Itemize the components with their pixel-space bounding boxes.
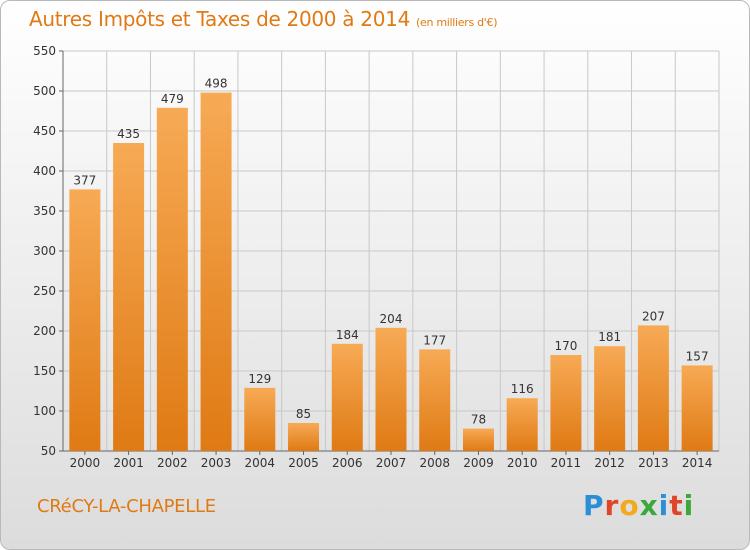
data-labels: 377 435 479 498 129 85 184 204 177 78 116 170 181 207… [73,77,708,427]
logo-letter: o [619,489,640,522]
data-label: 184 [336,328,359,342]
bar [462,428,494,451]
title-text: Autres Impôts et Taxes de 2000 à 2014 [29,7,410,31]
y-tick-label: 500 [33,84,56,98]
data-label: 435 [117,127,140,141]
data-label: 157 [686,349,709,363]
data-label: 85 [296,407,311,421]
data-label: 479 [161,92,184,106]
bar [156,107,188,452]
bar [550,355,582,451]
x-tick-label: 2009 [463,456,494,470]
data-label: 498 [205,77,228,91]
x-tick-label: 2003 [201,456,232,470]
bar [244,387,276,451]
chart-title: Autres Impôts et Taxes de 2000 à 2014 (en… [29,7,497,31]
commune-name: CRéCY-LA-CHAPELLE [37,496,216,517]
y-tick-label: 350 [33,204,56,218]
logo-letter: t [669,489,684,522]
x-tick-label: 2012 [594,456,625,470]
y-tick-label: 150 [33,364,56,378]
x-tick-label: 2005 [288,456,319,470]
bar [69,189,101,451]
y-tick-label: 250 [33,284,56,298]
y-tick-label: 100 [33,404,56,418]
x-tick-label: 2013 [638,456,669,470]
data-label: 177 [423,333,446,347]
data-label: 377 [73,173,96,187]
x-tick-label: 2004 [245,456,276,470]
y-tick-label: 400 [33,164,56,178]
bar [200,92,232,451]
x-tick-label: 2014 [682,456,713,470]
x-axis: 2000 2001 2002 2003 2004 2005 2006 2007 2008 2009… [70,451,713,470]
data-label: 116 [511,382,534,396]
y-tick-label: 300 [33,244,56,258]
bar [681,365,713,451]
bar [419,349,451,451]
y-tick-label: 450 [33,124,56,138]
data-label: 207 [642,309,665,323]
x-tick-label: 2002 [157,456,188,470]
data-label: 78 [471,413,486,427]
x-tick-label: 2010 [507,456,538,470]
data-label: 181 [598,330,621,344]
bars [69,92,713,452]
data-label: 170 [554,339,577,353]
y-tick-label: 200 [33,324,56,338]
title-unit: (en milliers d'€) [416,16,498,29]
y-tick-label: 50 [41,444,56,458]
x-tick-label: 2006 [332,456,363,470]
logo-letter: i [658,489,670,522]
bar [288,423,320,451]
data-label: 204 [380,312,403,326]
x-tick-label: 2007 [376,456,407,470]
bar [331,343,363,451]
proxiti-logo: Proxiti [583,489,694,522]
logo-letter: r [604,489,620,522]
bar [375,327,407,451]
bar [506,398,538,451]
data-label: 129 [248,372,271,386]
bar [594,346,626,451]
logo-letter: x [639,489,659,522]
y-axis: 50 100 150 200 250 300 350 400 450 500 550 [33,44,719,458]
x-tick-label: 2011 [551,456,582,470]
logo-letter: i [683,489,695,522]
logo-letter: P [583,489,605,522]
bar [637,325,669,451]
x-tick-label: 2008 [419,456,450,470]
x-tick-label: 2001 [113,456,144,470]
bar [113,143,145,451]
x-tick-label: 2000 [70,456,101,470]
y-tick-label: 550 [33,44,56,58]
